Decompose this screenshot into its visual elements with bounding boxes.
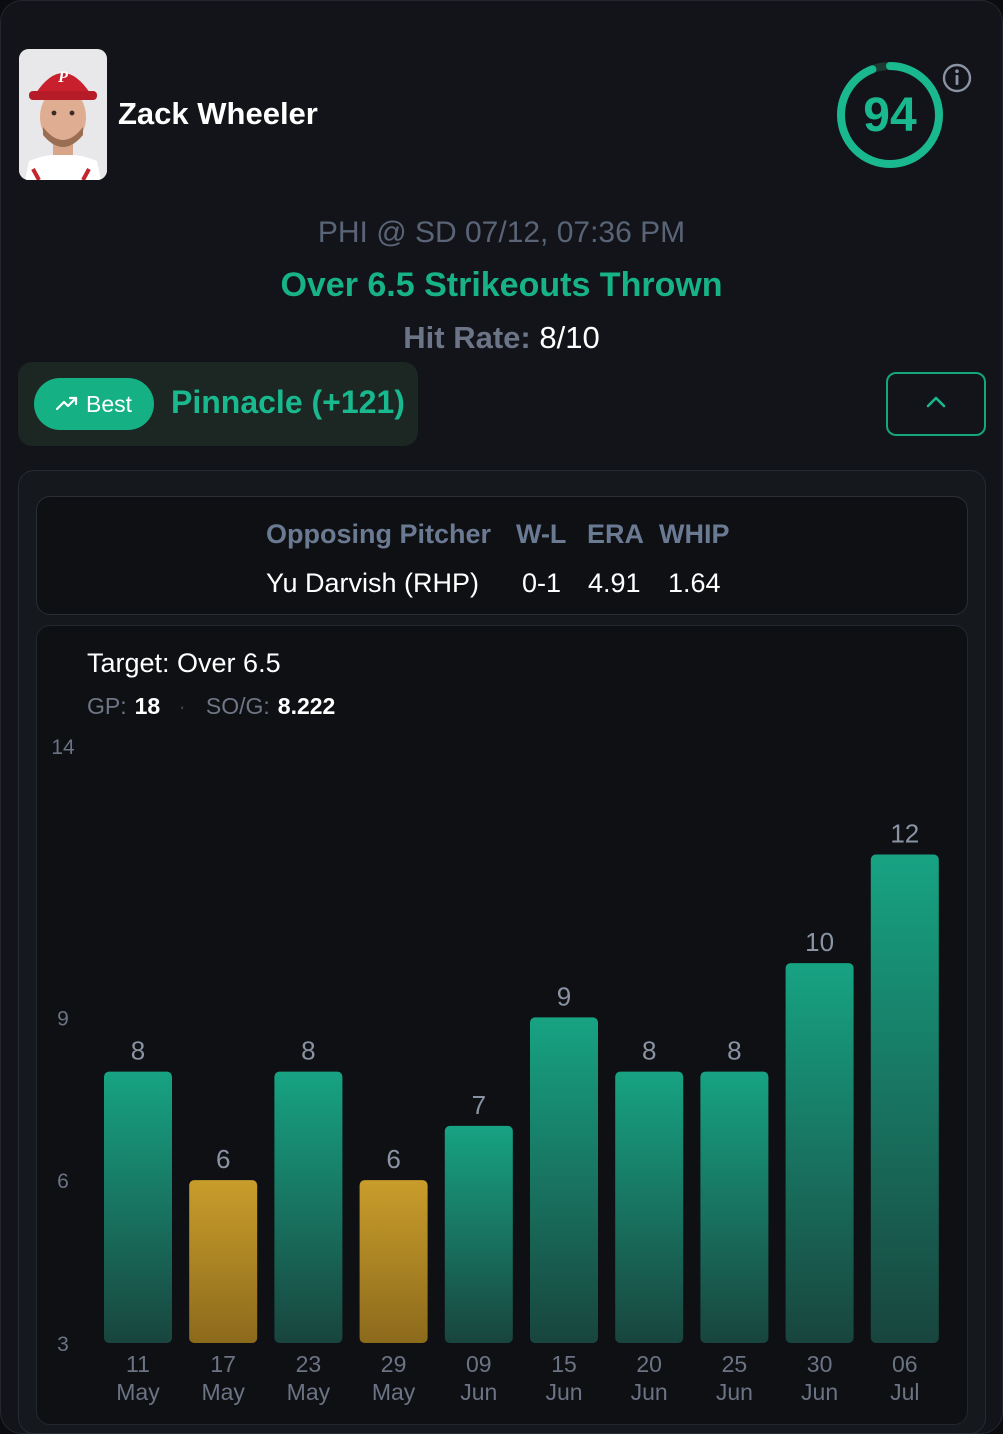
x-tick-month: May [287,1379,331,1405]
collapse-toggle-button[interactable] [886,372,986,436]
x-tick-month: May [201,1379,245,1405]
hit-rate-value: 8/10 [539,320,600,355]
x-tick-month: May [372,1379,416,1405]
x-tick-day: 29 [381,1351,407,1377]
header-wl: W-L [516,519,567,549]
y-tick-label: 9 [57,1007,69,1030]
x-tick-day: 20 [636,1351,662,1377]
pitcher-wl: 0-1 [522,568,562,598]
pitcher-era: 4.91 [588,568,641,598]
stats-separator: · [178,693,186,719]
player-name: Zack Wheeler [118,96,318,131]
chart-target: Target: Over 6.5 [87,648,281,678]
bar [700,1071,769,1343]
x-tick-month: Jun [801,1379,838,1405]
best-book-banner[interactable]: Best Pinnacle (+121) [18,362,418,446]
trending-up-icon [55,391,78,418]
bar [359,1180,428,1343]
bar [274,1071,343,1343]
hit-rate: Hit Rate: 8/10 [0,320,1003,356]
best-badge-label: Best [85,390,133,417]
x-tick-month: Jun [631,1379,668,1405]
header-whip: WHIP [659,519,730,549]
bar [530,1017,598,1343]
bar-value-label: 6 [386,1144,400,1174]
confidence-score-value: 94 [863,88,917,142]
bar [615,1071,684,1343]
bar [870,854,939,1343]
header-opposing-pitcher: Opposing Pitcher [266,519,492,549]
x-tick-month: Jun [716,1379,753,1405]
x-tick-day: 30 [807,1351,833,1377]
bar-value-label: 12 [890,819,919,849]
x-tick-day: 06 [892,1351,918,1377]
bar-value-label: 8 [727,1036,741,1066]
hit-rate-label: Hit Rate: [403,320,531,355]
sog-label: SO/G: [205,693,270,719]
player-avatar: P [19,49,107,180]
y-tick-label: 3 [57,1333,69,1356]
sog-value: 8.222 [277,693,336,719]
bar-value-label: 9 [557,981,571,1011]
bar-value-label: 7 [472,1090,486,1120]
bar-value-label: 8 [642,1036,656,1066]
bar-value-label: 10 [805,927,834,957]
x-tick-month: Jun [460,1379,497,1405]
pitcher-name: Yu Darvish (RHP) [266,568,480,598]
chevron-up-icon [925,395,947,414]
prop-line: Over 6.5 Strikeouts Thrown [280,266,723,304]
x-tick-day: 09 [466,1351,492,1377]
y-tick-label: 6 [57,1170,69,1193]
bar-value-label: 6 [216,1144,230,1174]
game-matchup: PHI @ SD 07/12, 07:36 PM [317,216,686,249]
best-badge: Best [34,378,154,430]
x-tick-month: Jul [890,1379,919,1405]
chart-stats: GP: 18 · SO/G: 8.222 [87,693,335,720]
header-era: ERA [587,519,645,549]
pitcher-whip: 1.64 [668,568,721,598]
y-tick-label: 14 [51,736,75,759]
x-tick-day: 15 [551,1351,577,1377]
opposing-pitcher-table: Opposing Pitcher W-L ERA WHIP Yu Darvish… [36,496,968,615]
x-tick-day: 25 [722,1351,748,1377]
x-tick-day: 23 [296,1351,322,1377]
x-tick-month: May [116,1379,160,1405]
confidence-score-ring: 94 [833,58,947,172]
bar [104,1071,172,1343]
svg-text:P: P [57,69,68,86]
info-icon[interactable] [941,62,973,94]
gp-label: GP: [87,693,127,719]
gp-value: 18 [134,693,161,719]
sportsbook-name: Pinnacle (+121) [171,384,405,420]
bar-value-label: 8 [301,1036,315,1066]
x-tick-day: 11 [126,1351,150,1377]
bar [189,1180,258,1343]
bar [785,963,854,1343]
bar [444,1125,513,1343]
x-tick-month: Jun [545,1379,582,1405]
x-tick-day: 17 [210,1351,236,1377]
bar-value-label: 8 [131,1036,145,1066]
